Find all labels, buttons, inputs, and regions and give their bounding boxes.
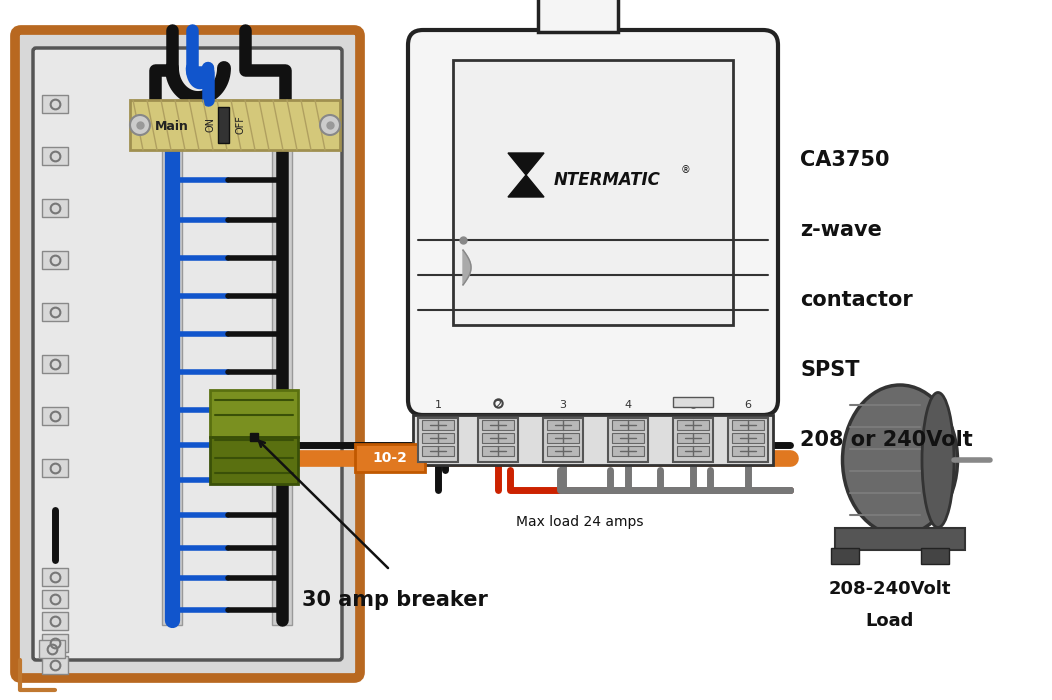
Text: Max load 24 amps: Max load 24 amps [517,515,644,529]
Bar [218,107,229,143]
Bar [42,656,68,674]
Bar [42,251,68,269]
Bar [677,446,709,456]
Bar [482,433,514,443]
Bar [835,528,965,550]
Text: contactor: contactor [800,290,913,310]
Bar [210,390,298,437]
Bar [42,459,68,477]
Bar [478,418,518,462]
Bar [547,420,579,430]
Text: NTERMATIC: NTERMATIC [554,171,661,189]
Bar [162,115,182,625]
Text: 10-2: 10-2 [372,451,407,465]
Bar [538,0,618,32]
FancyBboxPatch shape [33,48,342,660]
Bar [673,397,713,407]
Bar [482,446,514,456]
Text: 1: 1 [434,400,442,410]
Bar [612,420,644,430]
Text: 6: 6 [745,400,751,410]
Text: CA3750: CA3750 [800,150,890,170]
Bar [920,548,949,564]
Text: OFF: OFF [235,116,245,134]
Text: z-wave: z-wave [800,220,882,240]
Bar [547,446,579,456]
Bar [732,446,764,456]
Bar [39,640,65,658]
Bar [355,444,425,472]
Bar [130,100,340,150]
Bar [422,433,454,443]
Bar [453,60,733,325]
Bar [673,418,713,462]
Ellipse shape [843,385,957,535]
Bar [677,433,709,443]
Text: 208 or 240Volt: 208 or 240Volt [800,430,973,450]
Bar [732,420,764,430]
Text: SPST: SPST [800,360,859,380]
Polygon shape [463,250,471,285]
Bar [728,418,768,462]
Bar [547,433,579,443]
Text: 4: 4 [625,400,631,410]
Bar [42,147,68,165]
Text: 5: 5 [689,400,696,410]
Bar [272,115,292,625]
Bar [42,303,68,321]
Bar [422,446,454,456]
Text: ®: ® [681,165,691,175]
Text: 208-240Volt: 208-240Volt [829,580,951,598]
Bar [413,415,773,465]
Bar [42,407,68,425]
Polygon shape [508,153,544,175]
Text: 2: 2 [494,400,502,410]
Bar [608,418,648,462]
Bar [732,433,764,443]
Bar [543,418,583,462]
Bar [42,634,68,652]
Bar [42,568,68,586]
Polygon shape [508,175,544,197]
Circle shape [130,115,150,135]
Bar [422,420,454,430]
Text: Load: Load [866,612,914,630]
Bar [482,420,514,430]
Bar [210,437,298,484]
Circle shape [320,115,340,135]
Bar [42,95,68,113]
Text: 30 amp breaker: 30 amp breaker [302,590,488,610]
Text: ON: ON [205,118,215,132]
Bar [418,418,458,462]
Bar [42,199,68,217]
FancyBboxPatch shape [408,30,778,415]
Text: 3: 3 [560,400,566,410]
Ellipse shape [922,393,954,528]
Bar [677,420,709,430]
Bar [42,590,68,608]
FancyBboxPatch shape [15,30,360,678]
Text: Main: Main [155,120,189,132]
Bar [42,612,68,630]
Bar [612,433,644,443]
Bar [612,446,644,456]
Bar [831,548,859,564]
Bar [42,355,68,373]
